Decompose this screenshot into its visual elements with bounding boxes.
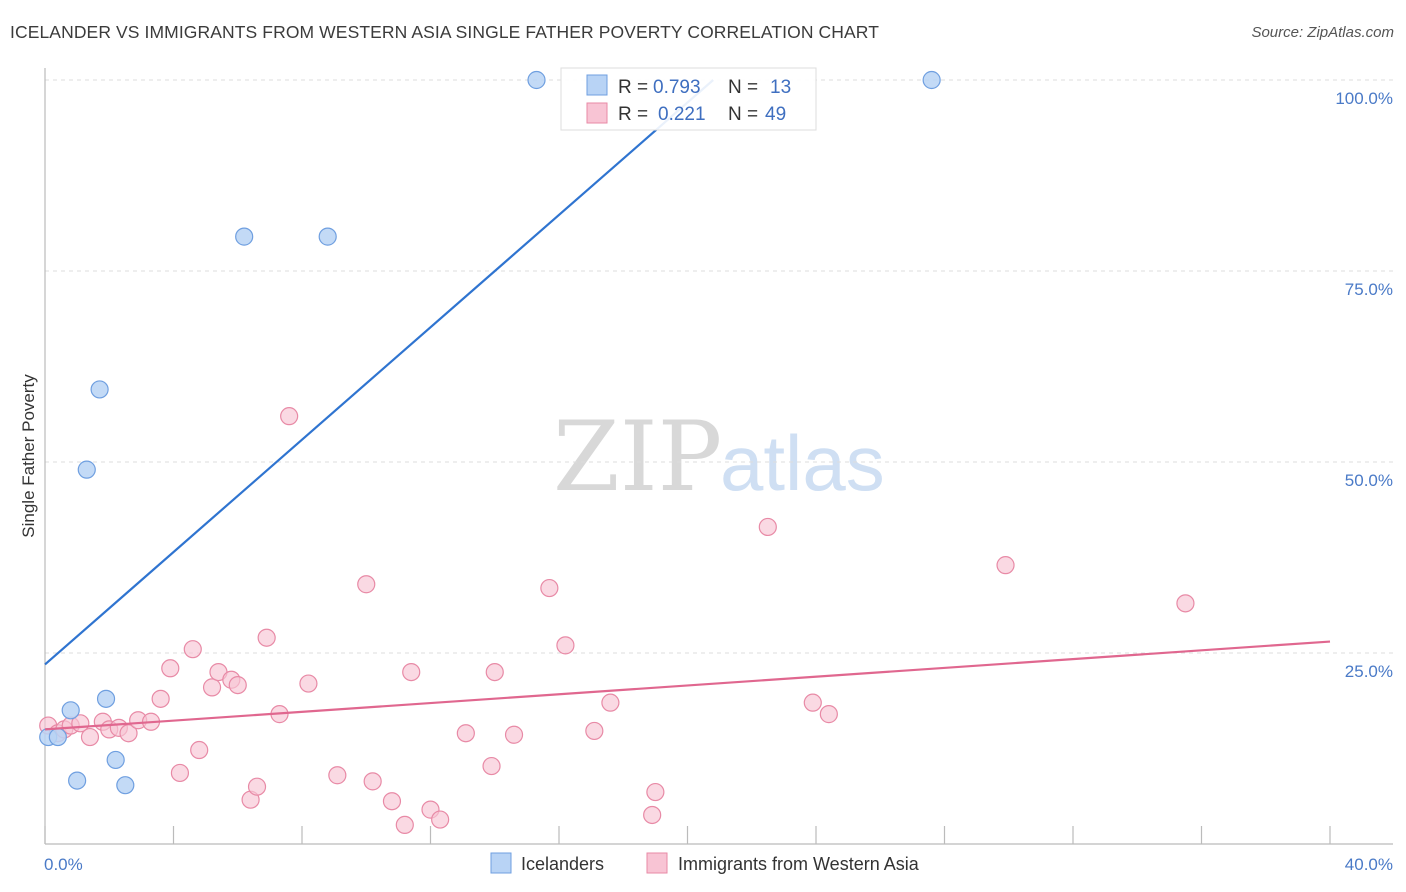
immigrants-point-38 — [504, 725, 524, 744]
immigrants-point-31 — [395, 815, 414, 835]
icelanders-point-7 — [106, 750, 125, 770]
chart-title: ICELANDER VS IMMIGRANTS FROM WESTERN ASI… — [10, 22, 879, 42]
legend-swatch-icelanders — [586, 74, 608, 96]
immigrants-point-42 — [601, 693, 620, 712]
watermark: ZIP atlas — [553, 401, 885, 513]
immigrants-point-44 — [646, 782, 665, 802]
icelanders-point-2 — [61, 701, 80, 720]
immigrants-point-35 — [456, 724, 475, 743]
y-tick-label-100: 100.0% — [1335, 89, 1393, 108]
immigrants-point-37 — [485, 662, 504, 682]
x-tick-label-min: 0.0% — [44, 855, 83, 874]
immigrants-point-5 — [80, 727, 100, 747]
icelanders-point-5 — [90, 380, 109, 399]
y-axis-title: Single Father Poverty — [19, 374, 38, 538]
legend-r-value-immigrants: 0.221 — [658, 104, 706, 125]
immigrants-point-30 — [382, 792, 402, 811]
series-icelanders-points — [39, 70, 941, 795]
immigrants-point-34 — [431, 810, 450, 829]
icelanders-point-12 — [922, 70, 941, 90]
legend-swatch-immigrants — [586, 102, 608, 124]
watermark-atlas: atlas — [720, 419, 885, 507]
icelanders-point-6 — [96, 689, 116, 708]
bottom-legend-label-immigrants: Immigrants from Western Asia — [678, 854, 920, 874]
icelanders-point-8 — [116, 776, 135, 795]
gridlines — [45, 79, 1393, 654]
x-tick-label-max: 40.0% — [1345, 855, 1393, 874]
immigrants-point-15 — [183, 640, 202, 659]
immigrants-point-46 — [803, 693, 822, 712]
immigrants-point-13 — [161, 659, 180, 678]
legend-n-label-1: N = — [728, 77, 758, 98]
icelanders-trend-line — [44, 79, 714, 666]
legend-r-value-icelanders: 0.793 — [653, 77, 701, 98]
y-tick-label-25: 25.0% — [1345, 662, 1393, 681]
immigrants-point-36 — [482, 756, 501, 776]
series-immigrants-points — [39, 407, 1195, 835]
immigrants-point-48 — [996, 556, 1015, 575]
immigrants-point-20 — [228, 675, 247, 695]
immigrants-point-47 — [819, 705, 838, 724]
immigrants-point-25 — [280, 407, 299, 426]
icelanders-point-10 — [318, 227, 337, 246]
icelanders-point-4 — [77, 460, 96, 479]
icelanders-point-3 — [68, 771, 87, 790]
immigrants-point-29 — [363, 772, 382, 791]
y-tick-label-75: 75.0% — [1345, 280, 1393, 299]
bottom-legend-swatch-immigrants — [646, 852, 668, 874]
immigrants-point-16 — [190, 740, 209, 760]
icelanders-point-9 — [235, 227, 254, 246]
immigrants-point-45 — [758, 517, 777, 537]
immigrants-point-23 — [257, 628, 276, 647]
legend-n-value-immigrants: 49 — [765, 104, 786, 125]
immigrants-point-43 — [643, 805, 662, 825]
immigrants-point-32 — [402, 662, 421, 682]
source-credit: Source: ZipAtlas.com — [1251, 24, 1394, 41]
immigrants-point-22 — [247, 777, 267, 796]
icelanders-point-11 — [527, 70, 546, 90]
immigrants-point-49 — [1176, 594, 1195, 613]
immigrants-point-41 — [585, 721, 604, 741]
immigrants-point-17 — [202, 678, 222, 697]
legend-r-label-1: R = — [618, 77, 648, 98]
x-axis-ticks — [44, 826, 1331, 844]
immigrants-point-28 — [357, 575, 376, 594]
immigrants-point-40 — [556, 636, 575, 655]
y-tick-label-50: 50.0% — [1345, 471, 1393, 490]
legend-r-label-2: R = — [618, 104, 648, 125]
y-tick-labels: 100.0% 75.0% 50.0% 25.0% — [1335, 89, 1393, 681]
trend-lines — [44, 79, 1331, 731]
stats-legend: R = 0.793 N = 13 R = 0.221 N = 49 — [560, 67, 817, 131]
immigrants-point-27 — [328, 766, 347, 785]
immigrants-point-12 — [151, 689, 170, 708]
bottom-legend-swatch-icelanders — [490, 852, 512, 874]
immigrants-trend-line — [44, 640, 1331, 731]
watermark-zip: ZIP — [553, 401, 722, 513]
icelanders-point-1 — [48, 727, 67, 747]
immigrants-point-39 — [540, 578, 559, 598]
immigrants-point-26 — [299, 674, 318, 693]
legend-n-label-2: N = — [728, 104, 758, 125]
bottom-legend-label-icelanders: Icelanders — [521, 854, 604, 874]
series-legend: Icelanders Immigrants from Western Asia — [490, 852, 920, 874]
immigrants-point-14 — [170, 763, 190, 783]
legend-n-value-icelanders: 13 — [770, 77, 791, 98]
